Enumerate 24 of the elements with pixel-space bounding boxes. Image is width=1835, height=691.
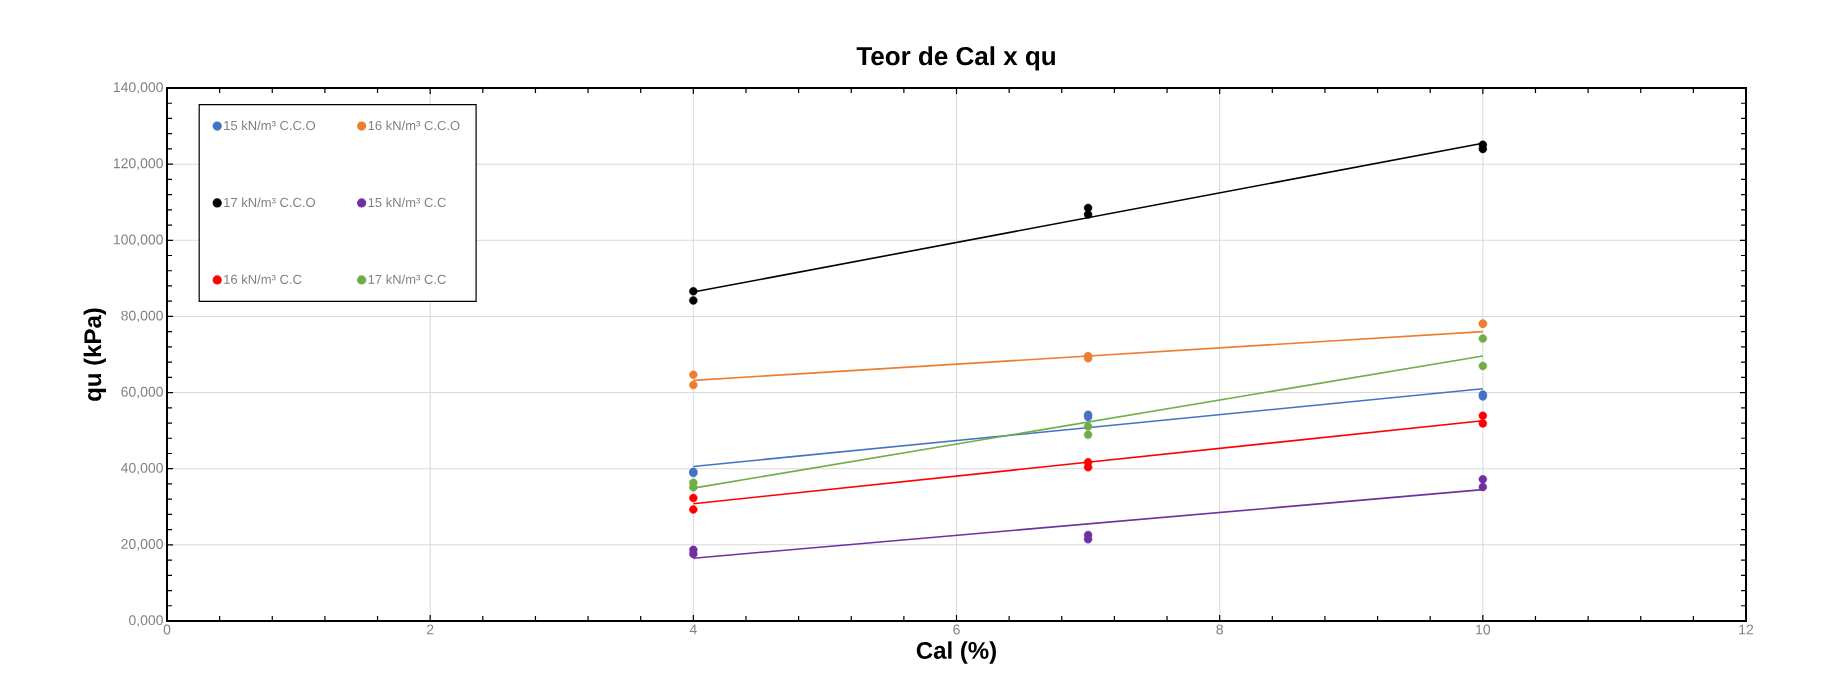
legend-label: 16 kN/m³ C.C.O [368,120,460,131]
legend-label: 15 kN/m³ C.C.O [224,120,316,131]
chart-title: Teor de Cal x qu [856,46,1055,71]
x-tick-label: 0 [163,624,171,635]
y-tick-label: 140,000 [113,82,163,94]
x-tick-label: 4 [689,624,697,635]
legend-label: 17 kN/m³ C.C.O [224,197,316,208]
x-tick-label: 10 [1476,624,1491,635]
legend-label: 16 kN/m³ C.C [224,274,302,284]
legend-label: 17 kN/m³ C.C [368,274,446,284]
x-axis-title: Cal (%) [916,641,996,664]
y-tick-label: 40,000 [120,462,163,475]
y-tick-label: 20,000 [121,539,163,551]
x-tick-label: 6 [953,624,960,635]
y-tick-label: 80,000 [121,310,163,323]
y-axis-title: qu (kPa) [83,308,107,401]
x-tick-label: 8 [1216,624,1223,635]
x-tick-label: 12 [1739,624,1754,635]
y-tick-label: 120,000 [113,158,163,170]
y-tick-label: 0,000 [128,615,163,627]
legend-label: 15 kN/m³ C.C [368,197,446,208]
y-tick-label: 100,000 [113,234,163,247]
y-tick-label: 60,000 [121,386,163,399]
x-tick-label: 2 [426,624,434,635]
